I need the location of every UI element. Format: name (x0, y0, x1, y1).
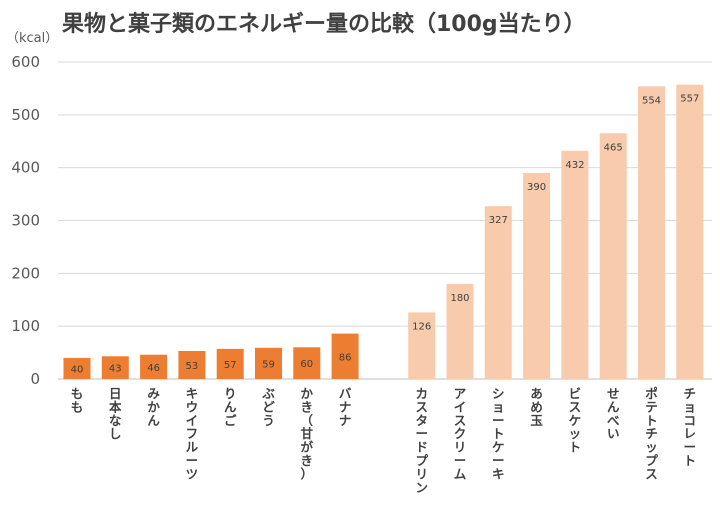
x-category-label: かき（甘がき） (301, 386, 314, 481)
bar (446, 283, 474, 379)
bar (216, 348, 244, 379)
bar-value-label: 53 (186, 361, 199, 372)
bar-value-label: 432 (565, 160, 584, 171)
bar-value-label: 43 (109, 364, 122, 375)
bar (101, 356, 129, 379)
bar (255, 347, 282, 379)
x-category-label: ポテトチップス (645, 386, 658, 481)
bar (140, 354, 168, 379)
bar (484, 206, 512, 379)
x-category-label: カスタードプリン (415, 386, 428, 495)
bar-value-label: 126 (412, 321, 431, 332)
x-category-label: みかん (147, 386, 160, 428)
y-tick-label: 300 (11, 212, 40, 230)
y-tick-label: 500 (11, 106, 40, 124)
x-category-label: チョコレート (684, 386, 697, 468)
bar-value-label: 557 (680, 94, 699, 105)
x-category-label: りんご (224, 386, 237, 428)
x-category-label: アイスクリーム (454, 386, 467, 481)
bar-value-label: 59 (262, 359, 275, 370)
y-axis-unit-label: （kcal） (6, 31, 58, 46)
bar-value-label: 40 (71, 364, 84, 375)
bar (331, 333, 359, 379)
bar (638, 86, 665, 380)
bar (63, 357, 91, 379)
y-tick-label: 200 (11, 264, 40, 282)
bar (561, 150, 589, 379)
x-category-label: もも (71, 386, 84, 414)
y-tick-label: 400 (11, 159, 40, 177)
x-category-label: 日本なし (109, 386, 122, 441)
x-category-label: バナナ (339, 386, 352, 428)
bar-value-label: 46 (147, 363, 160, 374)
bar-value-label: 554 (642, 95, 661, 106)
bar (293, 347, 321, 379)
x-category-label: ぶどう (261, 386, 275, 428)
x-category-label: せんべい (607, 386, 620, 441)
bar-value-label: 86 (339, 352, 352, 363)
x-category-label: あめ玉 (530, 386, 543, 428)
x-category-label: ビスケット (569, 386, 582, 455)
x-category-label: キウイフルーツ (186, 386, 199, 481)
bar (178, 351, 206, 379)
bar-value-label: 57 (224, 360, 237, 371)
y-tick-label: 100 (11, 317, 40, 335)
bar (599, 133, 627, 379)
bar-value-label: 180 (450, 293, 469, 304)
bar-value-label: 465 (604, 142, 623, 153)
y-tick-label: 600 (11, 53, 40, 71)
bar (523, 172, 551, 379)
bar-value-label: 60 (300, 359, 313, 370)
chart-title: 果物と菓子類のエネルギー量の比較（100g当たり） (62, 12, 586, 37)
x-category-label: ショートケーキ (492, 386, 505, 481)
bar (408, 312, 436, 379)
bar-value-label: 327 (489, 215, 508, 226)
bar (676, 84, 704, 379)
y-tick-label: 0 (30, 370, 40, 388)
bar-value-label: 390 (527, 182, 546, 193)
